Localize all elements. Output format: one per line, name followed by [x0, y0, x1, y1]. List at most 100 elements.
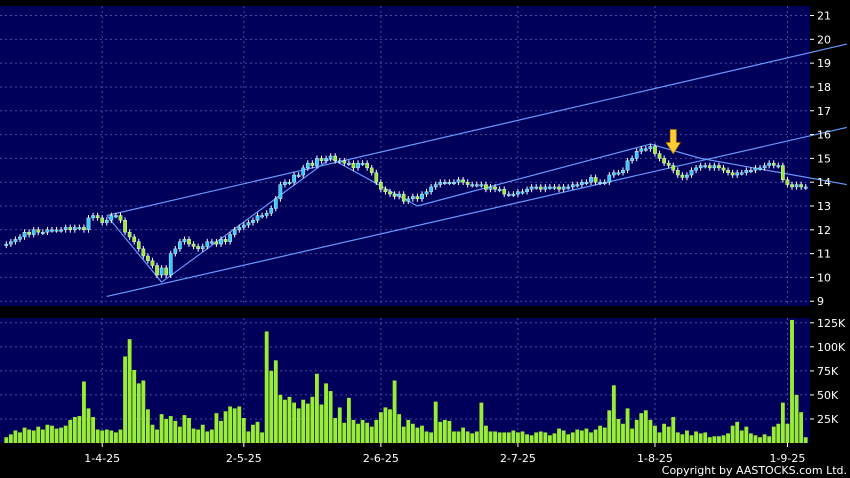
volume-bar — [415, 427, 420, 443]
candle-body — [155, 265, 159, 276]
volume-bar — [410, 423, 415, 443]
candle-body — [178, 241, 182, 250]
candle-body — [260, 215, 264, 218]
candle-body — [561, 186, 566, 190]
volume-bar — [643, 410, 648, 443]
trendlines — [106, 43, 847, 298]
candle-body — [22, 231, 27, 238]
volume-bar — [388, 409, 392, 443]
volume-bar — [566, 434, 571, 443]
candle-body — [575, 184, 580, 187]
volume-bar — [506, 432, 511, 443]
volume-bar — [328, 391, 333, 443]
price-tick-label: 14 — [817, 176, 831, 189]
candle-body — [168, 253, 173, 276]
x-tick-label: 2-7-25 — [500, 452, 536, 465]
candle-body — [488, 186, 493, 190]
candle-body — [296, 174, 301, 177]
volume-bars — [4, 319, 808, 443]
candle-body — [721, 167, 726, 171]
candle-body — [520, 191, 525, 194]
volume-bar — [726, 433, 730, 443]
volume-bar — [621, 423, 625, 443]
candle-body — [502, 189, 507, 195]
candle-body — [54, 229, 59, 232]
candle-body — [803, 186, 808, 189]
candle-body — [479, 184, 484, 187]
x-tick-label: 1-8-25 — [637, 452, 673, 465]
volume-bar — [365, 422, 370, 443]
volume-bar — [630, 428, 635, 443]
volume-bar — [255, 421, 260, 443]
trendline — [700, 157, 847, 186]
price-tick-label: 10 — [817, 271, 831, 284]
candle-body — [4, 243, 9, 246]
candle-body — [351, 162, 356, 169]
volume-bar — [141, 380, 146, 443]
volume-bar — [123, 356, 127, 443]
volume-bar — [360, 419, 365, 443]
volume-bar — [95, 429, 100, 443]
candle-body — [799, 184, 803, 188]
candle-body — [634, 151, 639, 159]
candle-body — [442, 181, 447, 184]
candle-body — [82, 227, 86, 231]
volume-bar — [452, 431, 456, 443]
candle-body — [415, 196, 420, 200]
candle-body — [287, 181, 292, 184]
candle-body — [31, 229, 36, 235]
volume-bar — [593, 429, 598, 443]
volume-bar — [196, 429, 201, 443]
volume-bar — [346, 397, 351, 443]
volume-bar — [680, 434, 685, 443]
candle-body — [698, 165, 703, 169]
candle-body — [484, 184, 488, 190]
candle-body — [305, 162, 310, 169]
price-tick-label: 13 — [817, 200, 831, 213]
candle-body — [369, 167, 374, 173]
candle-body — [59, 229, 63, 232]
candle-body — [255, 215, 260, 221]
candle-body — [63, 227, 68, 231]
price-tick-label: 20 — [817, 33, 831, 46]
volume-tick-label: 25K — [817, 413, 839, 426]
volume-bar — [429, 432, 434, 443]
candle-body — [474, 184, 479, 187]
volume-bar — [305, 403, 310, 443]
candle-body — [118, 215, 123, 221]
volume-bar — [484, 425, 488, 443]
volume-bar — [182, 415, 187, 443]
candle-body — [388, 191, 392, 195]
volume-bar — [269, 370, 274, 443]
candle-body — [424, 191, 429, 195]
candle-body — [68, 227, 73, 231]
candle-body — [86, 217, 91, 231]
volume-bar — [191, 428, 196, 443]
volume-bar — [50, 425, 54, 443]
candle-body — [758, 167, 762, 170]
volume-bar — [136, 383, 141, 443]
volume-bar — [712, 436, 717, 443]
volume-bar — [232, 408, 237, 443]
candle-body — [77, 227, 82, 230]
volume-bar — [465, 431, 470, 443]
volume-bar — [159, 414, 164, 443]
candle-body — [132, 236, 137, 242]
candle-body — [223, 239, 228, 242]
volume-bar — [589, 432, 593, 443]
volume-bar — [685, 430, 689, 443]
candle-body — [730, 172, 735, 176]
candle-body — [776, 165, 781, 168]
volume-bar — [497, 432, 502, 443]
candle-body — [205, 241, 210, 247]
volume-bar — [219, 420, 223, 443]
volume-bar — [799, 412, 804, 443]
volume-tick-label: 100K — [817, 341, 846, 354]
volume-bar — [420, 425, 424, 443]
candle-body — [210, 241, 214, 244]
volume-bar — [114, 432, 118, 443]
volume-bar — [168, 416, 173, 443]
volume-bar — [13, 430, 18, 443]
candle-body — [429, 186, 433, 192]
candle-body — [744, 170, 749, 173]
